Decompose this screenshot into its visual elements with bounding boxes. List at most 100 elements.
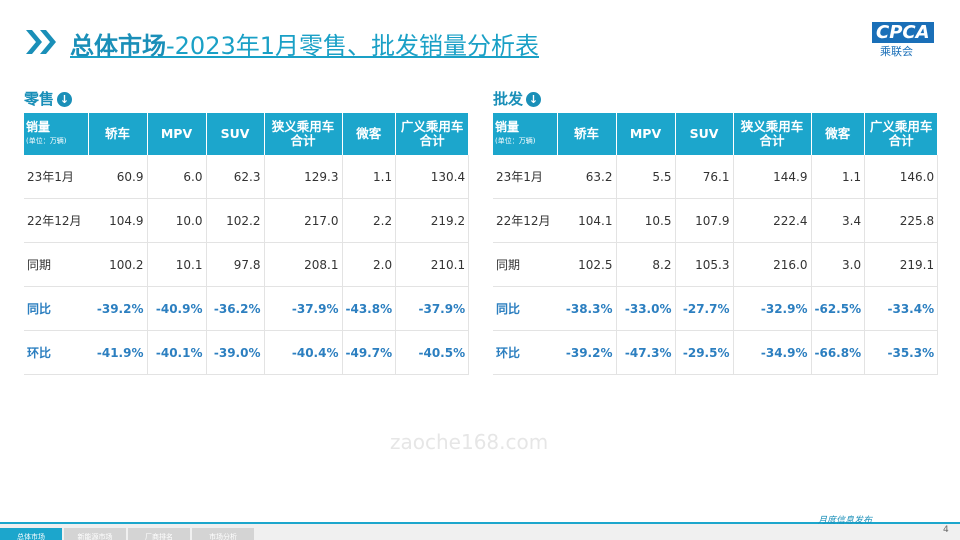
cell: -40.9% xyxy=(147,286,207,331)
column-header: MPV xyxy=(616,113,676,155)
data-table: 销量 (单位：万辆) 轿车 MPV SUV 狭义乘用车合计 微客 广义乘用车合计 23年1月 60… xyxy=(24,113,470,375)
cell: -33.0% xyxy=(616,286,676,331)
column-header: 微客 xyxy=(811,113,866,155)
cell: 130.4 xyxy=(395,155,470,199)
cell: -29.5% xyxy=(675,330,734,375)
cell: 5.5 xyxy=(616,155,676,199)
cell: 219.1 xyxy=(864,242,939,287)
cell: -41.9% xyxy=(88,330,148,375)
cell: 208.1 xyxy=(264,242,343,287)
column-header: 狭义乘用车合计 xyxy=(733,113,812,155)
cell: 60.9 xyxy=(88,155,148,199)
cell: 3.0 xyxy=(811,242,866,287)
row-label: 同期 xyxy=(24,242,88,287)
table-row: 同比 -39.2% -40.9% -36.2% -37.9% -43.8% -37.9% xyxy=(24,286,470,331)
cell: -40.5% xyxy=(395,330,470,375)
cell: 1.1 xyxy=(342,155,397,199)
cell: -39.0% xyxy=(206,330,265,375)
cell: 76.1 xyxy=(675,155,734,199)
cell: -37.9% xyxy=(395,286,470,331)
row-label: 同比 xyxy=(493,286,557,331)
title-rest: -2023年1月零售、批发销量分析表 xyxy=(166,32,540,60)
cell: 97.8 xyxy=(206,242,265,287)
cell: 10.5 xyxy=(616,198,676,243)
cell: 104.1 xyxy=(557,198,617,243)
table-row: 环比 -39.2% -47.3% -29.5% -34.9% -66.8% -35.3% xyxy=(493,330,939,375)
footer-tab: 新能源市场 xyxy=(64,528,126,540)
footer-tab: 市场分析 xyxy=(192,528,254,540)
column-header: MPV xyxy=(147,113,207,155)
section-label: 批发 xyxy=(493,90,524,108)
cell: -47.3% xyxy=(616,330,676,375)
section-label: 零售 xyxy=(24,90,55,108)
cell: 104.9 xyxy=(88,198,148,243)
cell: -39.2% xyxy=(557,330,617,375)
cell: -39.2% xyxy=(88,286,148,331)
cell: 105.3 xyxy=(675,242,734,287)
column-header: 轿车 xyxy=(557,113,617,155)
cell: 107.9 xyxy=(675,198,734,243)
unit-header: 销量 (单位：万辆) xyxy=(24,113,89,155)
row-label: 同比 xyxy=(24,286,88,331)
title-bold: 总体市场 xyxy=(70,32,166,60)
table-row: 同比 -38.3% -33.0% -27.7% -32.9% -62.5% -33.4% xyxy=(493,286,939,331)
table-row: 同期 100.2 10.1 97.8 208.1 2.0 210.1 xyxy=(24,242,470,287)
cell: 8.2 xyxy=(616,242,676,287)
cell: -49.7% xyxy=(342,330,397,375)
column-header: 轿车 xyxy=(88,113,148,155)
chevron-icon xyxy=(26,30,56,54)
table-row: 22年12月 104.1 10.5 107.9 222.4 3.4 225.8 xyxy=(493,198,939,243)
cell: 10.0 xyxy=(147,198,207,243)
cell: 102.2 xyxy=(206,198,265,243)
row-label: 环比 xyxy=(493,330,557,375)
header-row: 销量 (单位：万辆) 轿车 MPV SUV 狭义乘用车合计 微客 广义乘用车合计 xyxy=(493,113,939,155)
cell: 217.0 xyxy=(264,198,343,243)
unit-header: 销量 (单位：万辆) xyxy=(493,113,558,155)
table-row: 23年1月 60.9 6.0 62.3 129.3 1.1 130.4 xyxy=(24,155,470,199)
cell: -40.1% xyxy=(147,330,207,375)
cell: 225.8 xyxy=(864,198,939,243)
cell: -34.9% xyxy=(733,330,812,375)
row-label: 环比 xyxy=(24,330,88,375)
unit-label: 销量 xyxy=(26,120,51,134)
table-row: 环比 -41.9% -40.1% -39.0% -40.4% -49.7% -40.5% xyxy=(24,330,470,375)
cell: 10.1 xyxy=(147,242,207,287)
cell: -37.9% xyxy=(264,286,343,331)
cell: 219.2 xyxy=(395,198,470,243)
cell: 146.0 xyxy=(864,155,939,199)
cell: 2.2 xyxy=(342,198,397,243)
cell: -35.3% xyxy=(864,330,939,375)
footer-tab: 总体市场 xyxy=(0,528,62,540)
cell: -66.8% xyxy=(811,330,866,375)
unit-label: 销量 xyxy=(495,120,520,134)
cell: 1.1 xyxy=(811,155,866,199)
row-label: 23年1月 xyxy=(24,155,88,199)
cell: 102.5 xyxy=(557,242,617,287)
down-arrow-icon: ↓ xyxy=(526,92,542,107)
cell: 210.1 xyxy=(395,242,470,287)
column-header: SUV xyxy=(206,113,265,155)
cell: 6.0 xyxy=(147,155,207,199)
cell: 129.3 xyxy=(264,155,343,199)
section-title: 批发 ↓ xyxy=(493,88,542,109)
footer: 总体市场 新能源市场 厂商排名 市场分析 xyxy=(0,522,960,540)
cell: 3.4 xyxy=(811,198,866,243)
column-header: 微客 xyxy=(342,113,397,155)
column-header: SUV xyxy=(675,113,734,155)
cell: 222.4 xyxy=(733,198,812,243)
cell: 216.0 xyxy=(733,242,812,287)
cell: 100.2 xyxy=(88,242,148,287)
table-row: 23年1月 63.2 5.5 76.1 144.9 1.1 146.0 xyxy=(493,155,939,199)
cell: 63.2 xyxy=(557,155,617,199)
release-label: 月度信息发布 xyxy=(818,516,873,526)
table-row: 22年12月 104.9 10.0 102.2 217.0 2.2 219.2 xyxy=(24,198,470,243)
cell: -40.4% xyxy=(264,330,343,375)
section-title: 零售 ↓ xyxy=(24,88,73,109)
data-table: 销量 (单位：万辆) 轿车 MPV SUV 狭义乘用车合计 微客 广义乘用车合计 23年1月 63… xyxy=(493,113,939,375)
cell: -43.8% xyxy=(342,286,397,331)
column-header: 广义乘用车合计 xyxy=(864,113,939,155)
column-header: 狭义乘用车合计 xyxy=(264,113,343,155)
row-label: 22年12月 xyxy=(24,198,88,243)
cell: -33.4% xyxy=(864,286,939,331)
